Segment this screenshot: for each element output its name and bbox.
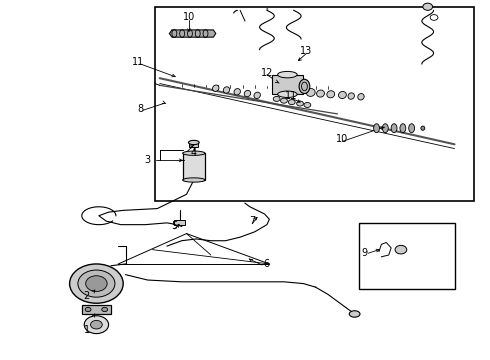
Circle shape [70, 264, 123, 303]
Ellipse shape [234, 89, 241, 95]
Ellipse shape [183, 178, 205, 182]
Text: 11: 11 [285, 91, 297, 101]
Bar [183, 153, 205, 180]
Text: 4: 4 [191, 148, 197, 158]
Ellipse shape [348, 93, 354, 99]
Ellipse shape [421, 126, 425, 130]
Circle shape [281, 98, 288, 103]
Text: 5: 5 [171, 221, 177, 231]
Ellipse shape [391, 124, 397, 133]
Text: 3: 3 [145, 156, 150, 165]
Circle shape [288, 100, 295, 105]
Ellipse shape [317, 90, 324, 97]
Ellipse shape [299, 79, 310, 94]
Ellipse shape [278, 71, 297, 78]
Bar [190, 143, 198, 147]
Text: 9: 9 [361, 248, 368, 258]
Circle shape [296, 101, 303, 106]
Ellipse shape [339, 91, 346, 99]
Ellipse shape [306, 89, 315, 96]
Circle shape [84, 316, 109, 334]
Ellipse shape [254, 92, 260, 99]
Text: 6: 6 [264, 259, 270, 269]
Text: 2: 2 [83, 291, 90, 301]
Ellipse shape [374, 124, 379, 133]
Circle shape [85, 307, 91, 312]
Bar [82, 305, 111, 314]
Bar [174, 220, 185, 225]
Ellipse shape [223, 87, 230, 93]
Circle shape [78, 270, 115, 297]
Text: 11: 11 [132, 57, 144, 67]
Bar [272, 75, 303, 94]
Text: 1: 1 [84, 325, 90, 335]
Bar [360, 223, 455, 289]
Ellipse shape [400, 124, 406, 133]
Ellipse shape [244, 90, 251, 97]
Ellipse shape [327, 91, 335, 98]
Ellipse shape [349, 311, 360, 317]
Ellipse shape [278, 91, 297, 98]
Text: 13: 13 [300, 46, 312, 57]
Ellipse shape [358, 94, 364, 100]
Polygon shape [170, 30, 216, 37]
Circle shape [273, 96, 280, 102]
Circle shape [102, 307, 108, 312]
Ellipse shape [213, 85, 219, 91]
Circle shape [395, 246, 407, 254]
Text: 12: 12 [261, 68, 273, 78]
Ellipse shape [409, 124, 415, 133]
Circle shape [86, 276, 107, 292]
Text: 7: 7 [249, 216, 255, 226]
Circle shape [91, 320, 102, 329]
Ellipse shape [189, 140, 199, 145]
Text: 10: 10 [183, 13, 195, 22]
Bar [155, 7, 474, 202]
Text: 10: 10 [336, 134, 348, 144]
Circle shape [304, 103, 311, 108]
Text: 8: 8 [137, 104, 143, 113]
Circle shape [423, 3, 433, 10]
Ellipse shape [382, 124, 388, 133]
Ellipse shape [183, 151, 205, 156]
